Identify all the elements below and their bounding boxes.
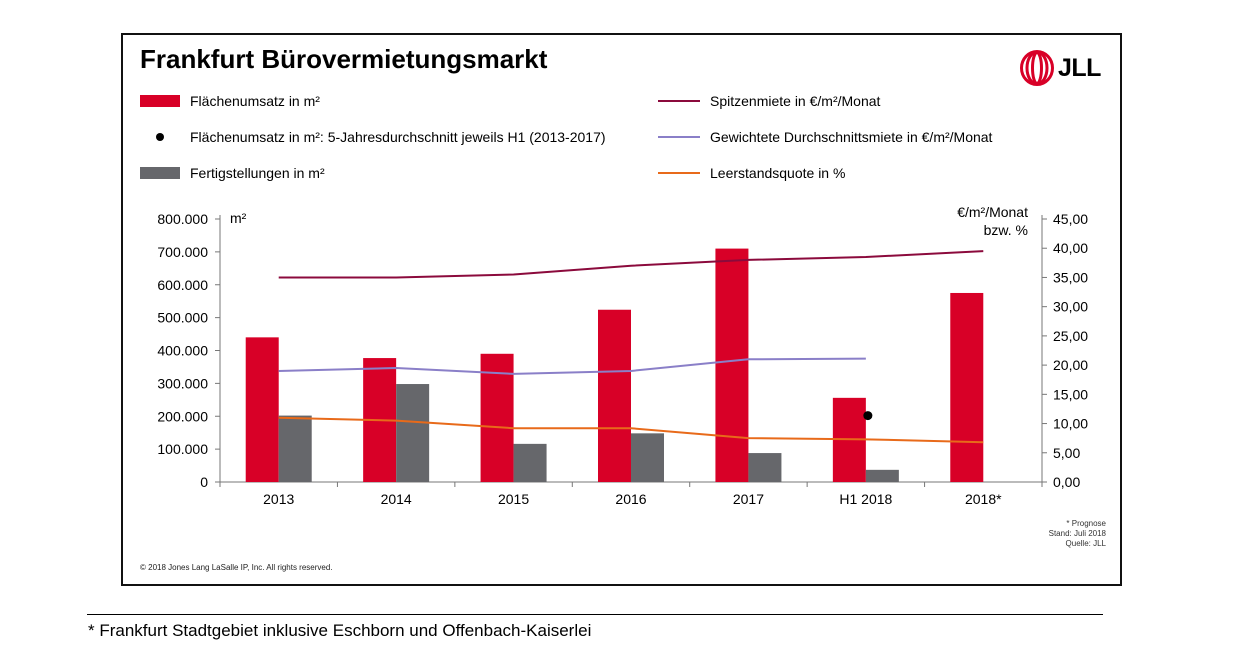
legend-take-up: Flächenumsatz in m² — [140, 93, 320, 109]
y-axis-left-label: m² — [230, 210, 247, 226]
bar-take-up — [950, 292, 984, 482]
y-right-tick-label: 30,00 — [1053, 299, 1088, 315]
x-tick-label: 2014 — [381, 491, 412, 507]
bar-take-up — [245, 337, 279, 482]
logo-text: JLL — [1058, 53, 1101, 82]
legend-prime-rent: Spitzenmiete in €/m²/Monat — [658, 93, 880, 109]
y-left-tick-label: 0 — [200, 474, 208, 490]
legend-vacancy-swatch — [658, 172, 700, 174]
line-avg-rent — [278, 357, 866, 375]
y-right-tick-label: 45,00 — [1053, 211, 1088, 227]
bar-completions — [396, 384, 430, 482]
note-forecast: * Prognose — [1066, 519, 1106, 528]
bar-completions — [513, 443, 547, 482]
legend-avg-rent-label: Gewichtete Durchschnittsmiete in €/m²/Mo… — [710, 129, 993, 145]
x-tick-label: H1 2018 — [839, 491, 892, 507]
legend-completions-label: Fertigstellungen in m² — [190, 165, 325, 181]
chart-notes: * Prognose Stand: Juli 2018 Quelle: JLL — [1049, 519, 1106, 549]
y-right-tick-label: 35,00 — [1053, 269, 1088, 285]
chart-plot: m² €/m²/Monat bzw. % 0 100.000 200.000 300.… — [157, 204, 1088, 507]
note-source: Quelle: JLL — [1065, 539, 1106, 548]
y-left-tick-label: 100.000 — [157, 441, 208, 457]
x-tick-label: 2018* — [965, 491, 1002, 507]
line-prime-rent — [278, 250, 984, 279]
y-right-tick-label: 0,00 — [1053, 474, 1080, 490]
x-tick-label: 2015 — [498, 491, 529, 507]
legend-vacancy-label: Leerstandsquote in % — [710, 165, 846, 181]
y-axis-right-label-line2: bzw. % — [984, 222, 1028, 238]
y-left-tick-label: 600.000 — [157, 277, 208, 293]
y-left-tick-label: 400.000 — [157, 343, 208, 359]
legend-prime-rent-label: Spitzenmiete in €/m²/Monat — [710, 93, 881, 109]
bar-take-up — [598, 309, 631, 482]
y-axis-right-label-line1: €/m²/Monat — [957, 204, 1028, 220]
legend-completions: Fertigstellungen in m² — [140, 165, 325, 181]
jll-logo-icon — [1020, 50, 1054, 86]
copyright-text: © 2018 Jones Lang LaSalle IP, Inc. All r… — [140, 563, 333, 572]
legend-avg-rent: Gewichtete Durchschnittsmiete in €/m²/Mo… — [658, 129, 992, 145]
y-right-tick-label: 15,00 — [1053, 386, 1088, 402]
bar-completions — [748, 453, 782, 482]
y-left-tick-label: 700.000 — [157, 244, 208, 260]
y-right-tick-label: 5,00 — [1053, 445, 1080, 461]
jll-logo: JLL — [1020, 50, 1101, 86]
bar-completions — [865, 469, 899, 482]
legend-take-up-avg: Flächenumsatz in m²: 5-Jahresdurchschnit… — [140, 129, 606, 145]
line-vacancy — [278, 416, 984, 444]
legend-take-up-avg-label: Flächenumsatz in m²: 5-Jahresdurchschnit… — [190, 129, 606, 145]
x-tick-label: 2013 — [263, 491, 294, 507]
y-left-tick-label: 200.000 — [157, 408, 208, 424]
note-date: Stand: Juli 2018 — [1048, 529, 1106, 538]
legend-take-up-swatch — [140, 95, 180, 107]
legend-completions-swatch — [140, 167, 180, 179]
legend-take-up-avg-swatch — [140, 133, 180, 141]
point-take-up-avg — [863, 411, 873, 421]
page-title: Frankfurt Bürovermietungsmarkt — [140, 44, 548, 74]
chart-slide: Frankfurt Bürovermietungsmarkt JLL Fläch… — [121, 33, 1122, 586]
bar-take-up — [715, 248, 749, 482]
legend-prime-rent-swatch — [658, 100, 700, 102]
bar-take-up — [480, 353, 514, 482]
y-right-tick-label: 25,00 — [1053, 328, 1088, 344]
y-right-tick-label: 10,00 — [1053, 416, 1088, 432]
legend-vacancy: Leerstandsquote in % — [658, 165, 845, 181]
x-tick-label: 2016 — [615, 491, 646, 507]
x-tick-label: 2017 — [733, 491, 764, 507]
bar-completions — [631, 433, 664, 482]
y-left-tick-label: 300.000 — [157, 375, 208, 391]
y-left-tick-label: 500.000 — [157, 310, 208, 326]
page-footnote: * Frankfurt Stadtgebiet inklusive Eschbo… — [88, 621, 592, 640]
y-right-tick-label: 20,00 — [1053, 357, 1088, 373]
bar-completions — [278, 415, 312, 482]
legend-take-up-label: Flächenumsatz in m² — [190, 93, 320, 109]
y-left-tick-label: 800.000 — [157, 211, 208, 227]
legend-avg-rent-swatch — [658, 136, 700, 138]
footnote-rule — [87, 614, 1103, 615]
y-right-tick-label: 40,00 — [1053, 240, 1088, 256]
